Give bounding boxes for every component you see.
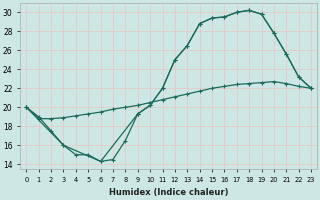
X-axis label: Humidex (Indice chaleur): Humidex (Indice chaleur) [109, 188, 228, 197]
